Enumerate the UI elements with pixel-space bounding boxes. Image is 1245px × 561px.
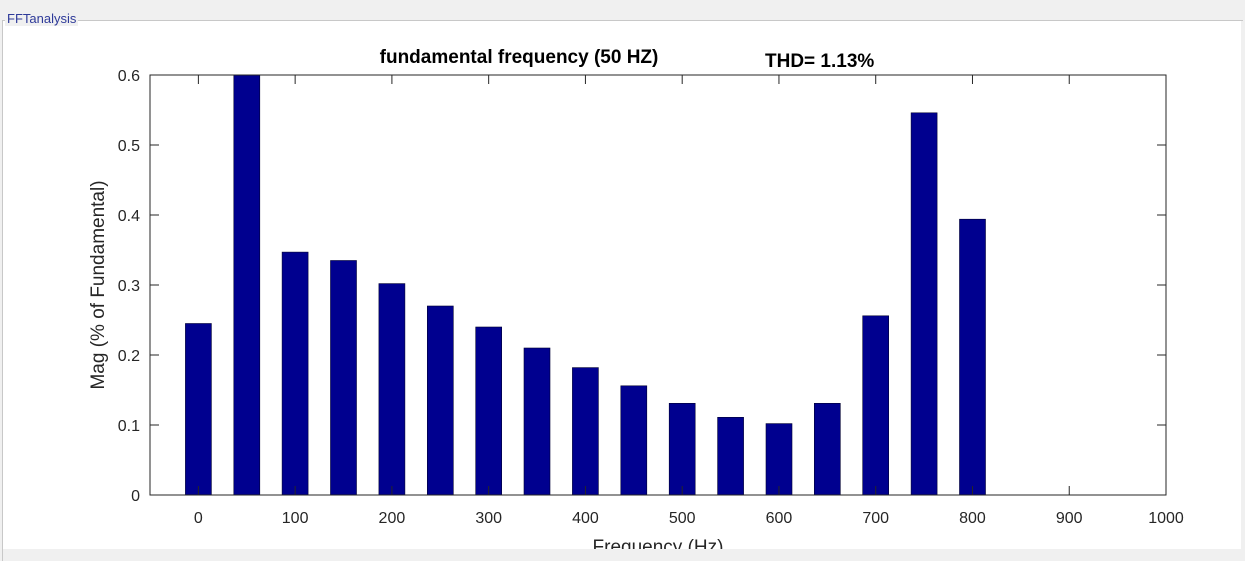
x-axis-label: Frequency (Hz) [593, 537, 724, 549]
chart-title: fundamental frequency (50 HZ) [380, 47, 659, 68]
x-tick-label: 200 [379, 510, 406, 527]
x-tick-label: 600 [766, 510, 793, 527]
x-tick-label: 700 [862, 510, 889, 527]
x-tick-label: 900 [1056, 510, 1083, 527]
y-tick-label: 0.5 [118, 138, 140, 155]
x-tick-label: 400 [572, 510, 599, 527]
x-tick-label: 800 [959, 510, 986, 527]
thd-annotation: THD= 1.13% [765, 51, 874, 72]
y-tick-label: 0.2 [118, 348, 140, 365]
bar [910, 112, 938, 496]
x-tick-label: 300 [475, 510, 502, 527]
bar [813, 402, 841, 496]
y-tick-label: 0.6 [118, 68, 140, 85]
panel-title: FFTanalysis [5, 11, 79, 26]
bar [426, 305, 454, 496]
x-tick-label: 100 [282, 510, 309, 527]
fft-bar-chart: 0 100 200 300 400 500 600 700 800 900 1000 0 0.1 0.2 0… [88, 47, 1184, 549]
bar [717, 416, 744, 496]
panel-frame [2, 20, 1243, 561]
bar [765, 423, 793, 496]
bar [523, 347, 551, 496]
x-tick-label: 1000 [1148, 510, 1184, 527]
y-tick-label: 0.4 [118, 208, 140, 225]
axes-group: 0 100 200 300 400 500 600 700 800 900 1000 0 0.1 0.2 0… [118, 68, 1184, 527]
bar [185, 323, 212, 496]
y-axis-label: Mag (% of Fundamental) [88, 180, 109, 389]
bar [281, 251, 309, 496]
bar [620, 385, 648, 496]
bar [378, 283, 406, 496]
bar [862, 315, 890, 496]
bar [330, 260, 357, 496]
y-tick-label: 0 [131, 488, 140, 505]
y-tick-label: 0.1 [118, 418, 140, 435]
x-tick-label: 0 [194, 510, 203, 527]
bar [475, 326, 503, 496]
bars-group [185, 74, 986, 496]
y-tick-label: 0.3 [118, 278, 140, 295]
bar [959, 218, 986, 496]
bar [572, 367, 599, 496]
x-tick-label: 500 [669, 510, 696, 527]
bar [668, 402, 696, 496]
bar [233, 74, 261, 496]
